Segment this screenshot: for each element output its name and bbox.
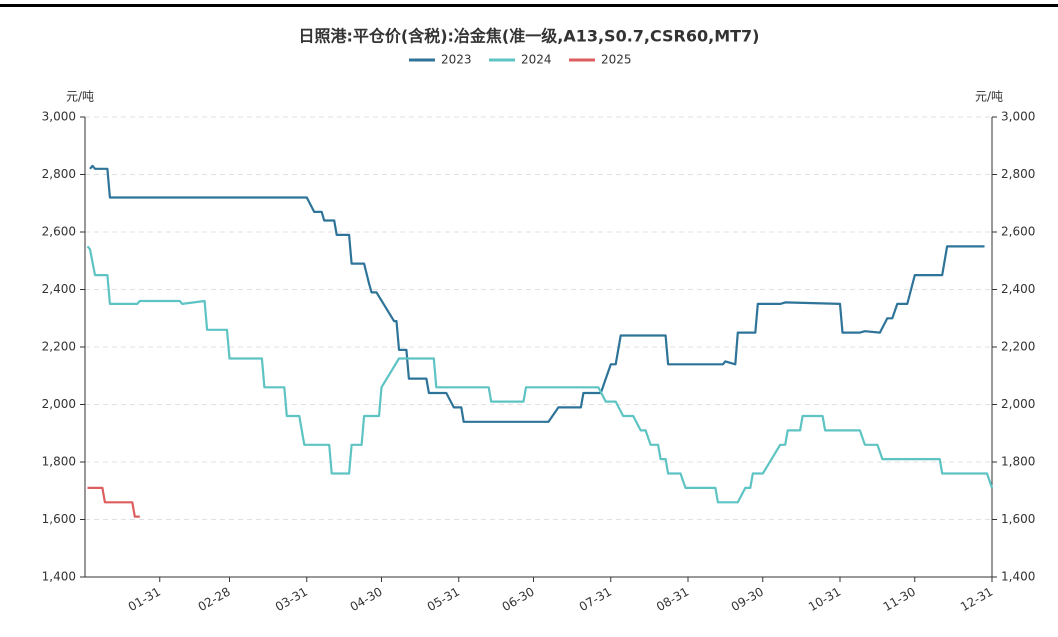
x-tick-label: 05-31 (425, 585, 462, 615)
y2-tick-label: 1,800 (1001, 455, 1035, 469)
y-axis-label: 元/吨 (66, 90, 94, 104)
y-tick-label: 2,400 (42, 282, 76, 296)
y2-tick-label: 2,600 (1001, 225, 1035, 239)
y-tick-label: 3,000 (42, 110, 76, 124)
y-tick-label: 2,600 (42, 225, 76, 239)
x-tick-label: 02-28 (196, 585, 233, 615)
y-tick-label: 1,600 (42, 512, 76, 526)
x-tick-label: 08-31 (654, 585, 691, 615)
y2-tick-label: 3,000 (1001, 110, 1035, 124)
legend-label: 2023 (441, 53, 472, 67)
series-line (89, 164, 985, 423)
x-tick-label: 03-31 (273, 585, 310, 615)
x-tick-label: 06-30 (500, 585, 537, 615)
y-tick-label: 1,400 (42, 570, 76, 584)
x-tick-label: 11-30 (881, 585, 918, 615)
x-tick-label: 07-31 (577, 585, 614, 615)
y-tick-label: 2,000 (42, 397, 76, 411)
y-tick-label: 1,800 (42, 455, 76, 469)
legend-label: 2024 (521, 53, 552, 67)
y2-tick-label: 1,600 (1001, 512, 1035, 526)
x-tick-label: 01-31 (126, 585, 163, 615)
y2-tick-label: 1,400 (1001, 570, 1035, 584)
legend-label: 2025 (601, 53, 632, 67)
x-tick-label: 10-31 (806, 585, 843, 615)
series-line (87, 486, 140, 518)
y2-tick-label: 2,400 (1001, 282, 1035, 296)
y2-tick-label: 2,200 (1001, 340, 1035, 354)
top-bar (0, 4, 1058, 7)
chart-title: 日照港:平仓价(含税):冶金焦(准一级,A13,S0.7,CSR60,MT7) (299, 27, 760, 46)
x-tick-label: 09-30 (729, 585, 766, 615)
series-line (86, 245, 994, 504)
y2-tick-label: 2,000 (1001, 397, 1035, 411)
x-tick-label: 04-30 (348, 585, 385, 615)
x-tick-label: 12-31 (958, 585, 995, 615)
y2-axis-label: 元/吨 (975, 90, 1003, 104)
y-tick-label: 2,800 (42, 167, 76, 181)
y2-tick-label: 2,800 (1001, 167, 1035, 181)
y-tick-label: 2,200 (42, 340, 76, 354)
